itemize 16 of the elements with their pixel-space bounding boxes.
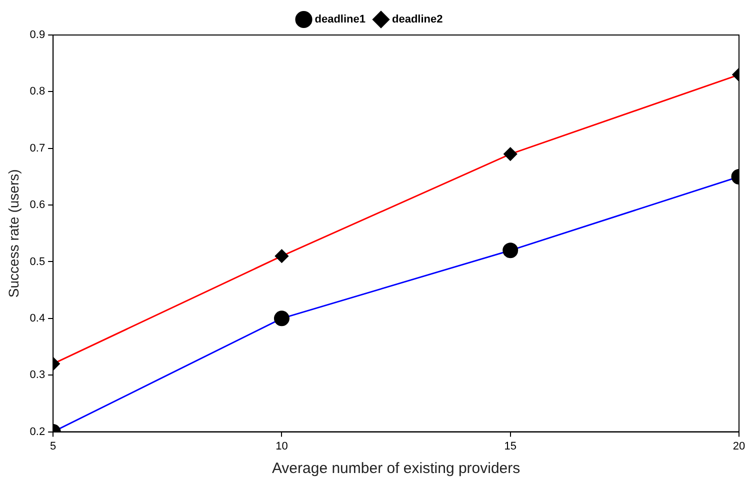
- y-tick-label: 0.5: [30, 256, 46, 268]
- y-tick-label: 0.8: [30, 86, 46, 98]
- x-tick-label: 5: [50, 440, 56, 452]
- y-tick-label: 0.2: [30, 426, 46, 438]
- y-tick-label: 0.6: [30, 199, 46, 212]
- y-axis-title: Success rate (users): [5, 169, 22, 298]
- y-tick-label: 0.7: [30, 142, 46, 154]
- legend-label: deadline1: [314, 14, 366, 26]
- x-axis-title: Average number of existing providers: [272, 460, 520, 478]
- x-tick-label: 10: [276, 440, 288, 452]
- x-tick-label: 20: [732, 440, 746, 452]
- y-tick-label: 0.9: [30, 29, 46, 42]
- legend-label: deadline2: [392, 14, 443, 26]
- x-tick-label: 15: [504, 440, 516, 452]
- y-tick-label: 0.4: [30, 312, 46, 324]
- y-tick-label: 0.3: [30, 369, 46, 382]
